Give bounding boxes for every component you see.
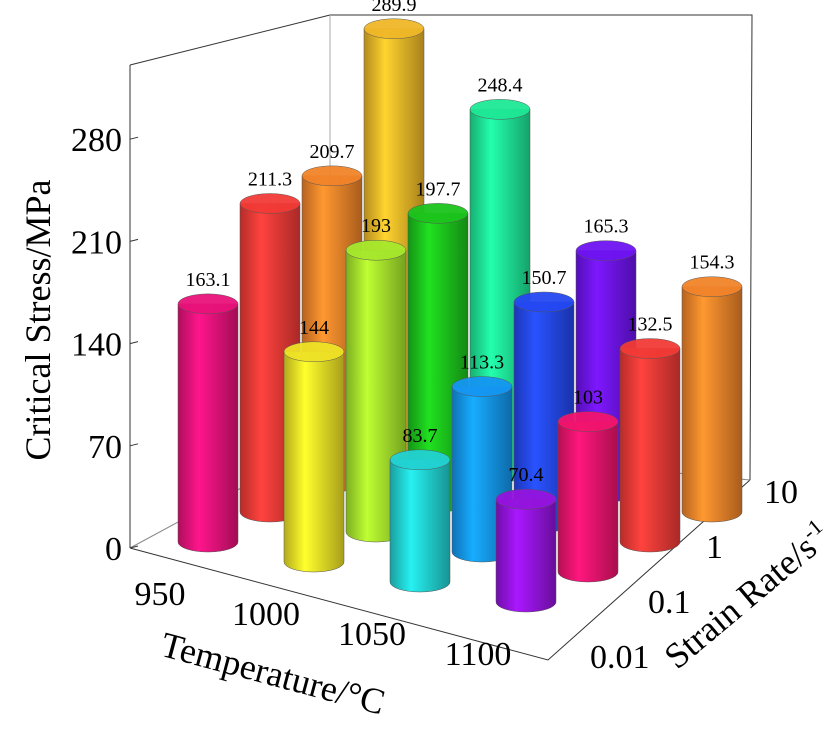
bar-value-label: 144 (299, 317, 329, 339)
z-tick-label: 70 (88, 429, 122, 466)
bar: 83.7 (389, 425, 451, 593)
z-tick-label: 280 (71, 122, 122, 159)
bar-value-label: 154.3 (690, 252, 735, 274)
bar-value-label: 193 (361, 215, 391, 237)
bar-value-label: 70.4 (509, 464, 544, 486)
z-tick-mark (129, 238, 139, 242)
bars: 289.9 248.4 209.7 165.3 197.7 211.3 154.3 150.7… (177, 0, 743, 613)
bar-top (619, 338, 681, 359)
bar-top (389, 449, 451, 471)
bar-top (283, 341, 345, 363)
z-tick-label: 210 (71, 224, 122, 261)
bar-body (681, 286, 743, 523)
bar-body (557, 421, 619, 583)
bar: 70.4 (495, 464, 557, 613)
x-tick-label: 1100 (445, 636, 512, 673)
bar-value-label: 132.5 (628, 314, 673, 336)
bar-top (557, 411, 619, 432)
y-tick-label: 10 (764, 474, 798, 511)
bar-top (301, 165, 363, 187)
bar-value-label: 209.7 (310, 141, 355, 163)
bar-top (513, 291, 575, 313)
x-tick-label: 1050 (338, 616, 406, 653)
x-ticks: 950 1000 1050 1100 (135, 576, 512, 673)
x-tick-label: 950 (135, 576, 186, 613)
bar: 163.1 (177, 269, 239, 553)
bar-body (177, 303, 239, 553)
z-tick-label: 0 (105, 531, 122, 568)
bar: 154.3 (681, 252, 743, 523)
z-tick-mark (129, 443, 139, 447)
z-tick-mark (129, 136, 139, 140)
bar-body (389, 459, 451, 593)
bar-top (495, 488, 557, 510)
bar: 103 (557, 387, 619, 583)
y-tick-label: 0.01 (590, 639, 650, 676)
bar-top (681, 276, 743, 297)
z-tick-mark (129, 545, 139, 549)
y-ticks: 0.01 0.1 1 10 (590, 474, 798, 676)
bar-body (495, 498, 557, 613)
bar-value-label: 248.4 (478, 74, 523, 96)
floor-front-edges (129, 479, 751, 661)
bar-value-label: 289.9 (372, 0, 417, 16)
y-tick-label: 0.1 (648, 584, 691, 621)
box-top-edges (129, 14, 753, 481)
bar-body (283, 351, 345, 573)
bar-top (177, 293, 239, 315)
bar-top (575, 240, 637, 261)
bar-top (407, 203, 469, 224)
bar-value-label: 150.7 (522, 267, 567, 289)
bar-value-label: 197.7 (416, 178, 461, 200)
z-ticks: 0 70 140 210 280 (71, 122, 139, 568)
bar-value-label: 163.1 (186, 269, 231, 291)
z-tick-mark (129, 341, 139, 345)
y-tick-label: 1 (706, 529, 723, 566)
x-tick-label: 1000 (232, 596, 300, 633)
bar: 132.5 (619, 314, 681, 553)
bar-value-label: 165.3 (584, 216, 629, 238)
z-axis-label: Critical Stress/MPa (18, 179, 58, 460)
bar-value-label: 83.7 (403, 425, 438, 447)
bar-top (363, 18, 425, 39)
bar-body (619, 348, 681, 553)
bar: 144 (283, 317, 345, 573)
z-tick-label: 140 (71, 327, 122, 364)
bar-top (469, 99, 531, 120)
bar-top (451, 376, 513, 397)
bar-value-label: 103 (573, 387, 603, 409)
bar-top (239, 193, 301, 214)
bar-top (345, 239, 407, 261)
bar-value-label: 211.3 (248, 169, 292, 191)
bar-value-label: 113.3 (460, 352, 504, 374)
